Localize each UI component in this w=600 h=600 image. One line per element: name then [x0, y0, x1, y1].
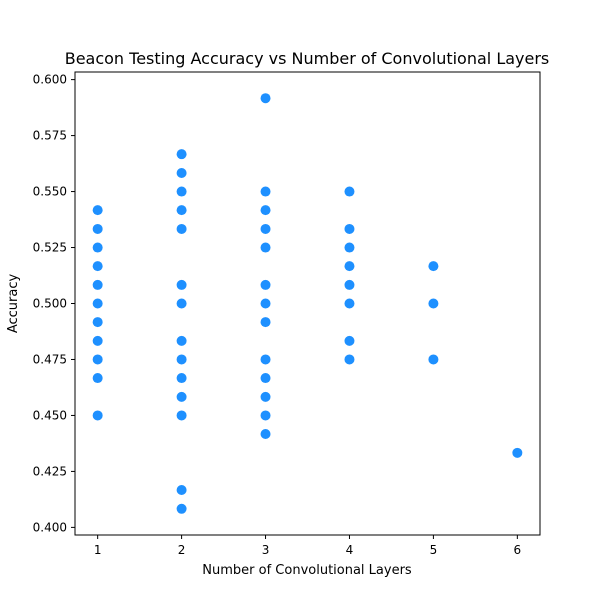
y-tick-label: 0.500 [33, 297, 67, 311]
data-point [92, 205, 103, 216]
data-point [260, 186, 271, 197]
x-axis: 1 2 3 4 5 6 [94, 535, 521, 557]
y-tick-label: 0.475 [33, 352, 67, 366]
plot-frame [74, 71, 541, 536]
data-point [176, 484, 187, 495]
y-axis-label: Accuracy [6, 274, 21, 334]
data-point [260, 279, 271, 290]
data-point [176, 186, 187, 197]
x-tick-label: 5 [430, 543, 438, 557]
data-point [260, 223, 271, 234]
data-point [176, 167, 187, 178]
data-point [344, 261, 355, 272]
x-tick-label: 3 [262, 543, 270, 557]
data-point [92, 410, 103, 421]
points-layer [92, 93, 523, 514]
data-point [92, 335, 103, 346]
data-point [176, 205, 187, 216]
data-point [344, 335, 355, 346]
y-tick-label: 0.550 [33, 185, 67, 199]
data-point [176, 354, 187, 365]
data-point [344, 186, 355, 197]
data-point [344, 223, 355, 234]
data-point [344, 279, 355, 290]
data-point [260, 373, 271, 384]
data-point [344, 354, 355, 365]
data-point [428, 261, 439, 272]
data-point [512, 447, 523, 458]
data-point [260, 429, 271, 440]
data-point [344, 298, 355, 309]
y-tick-label: 0.600 [33, 73, 67, 87]
y-tick-label: 0.525 [33, 241, 67, 255]
data-point [344, 242, 355, 253]
data-point [176, 391, 187, 402]
chart-title: Beacon Testing Accuracy vs Number of Con… [65, 49, 550, 68]
data-point [92, 279, 103, 290]
y-tick-label: 0.425 [33, 464, 67, 478]
y-tick-label: 0.450 [33, 408, 67, 422]
data-point [92, 373, 103, 384]
data-point [176, 223, 187, 234]
x-tick-label: 1 [94, 543, 102, 557]
data-point [176, 373, 187, 384]
data-point [176, 149, 187, 160]
y-tick-label: 0.400 [33, 520, 67, 534]
data-point [92, 317, 103, 328]
data-point [260, 317, 271, 328]
data-point [260, 93, 271, 104]
data-point [260, 205, 271, 216]
x-axis-label: Number of Convolutional Layers [202, 563, 412, 578]
x-tick-label: 2 [178, 543, 186, 557]
data-point [176, 335, 187, 346]
data-point [92, 354, 103, 365]
data-point [260, 410, 271, 421]
data-point [176, 279, 187, 290]
data-point [428, 354, 439, 365]
data-point [176, 298, 187, 309]
y-tick-label: 0.575 [33, 129, 67, 143]
data-point [260, 354, 271, 365]
data-point [428, 298, 439, 309]
data-point [92, 242, 103, 253]
data-point [92, 223, 103, 234]
y-axis: 0.400 0.425 0.450 0.475 0.500 0.525 0.550 0.575… [33, 73, 75, 534]
data-point [260, 391, 271, 402]
x-tick-label: 4 [346, 543, 354, 557]
data-point [176, 410, 187, 421]
data-point [92, 298, 103, 309]
data-point [260, 242, 271, 253]
data-point [176, 503, 187, 514]
data-point [260, 298, 271, 309]
x-tick-label: 6 [514, 543, 522, 557]
data-point [92, 261, 103, 272]
